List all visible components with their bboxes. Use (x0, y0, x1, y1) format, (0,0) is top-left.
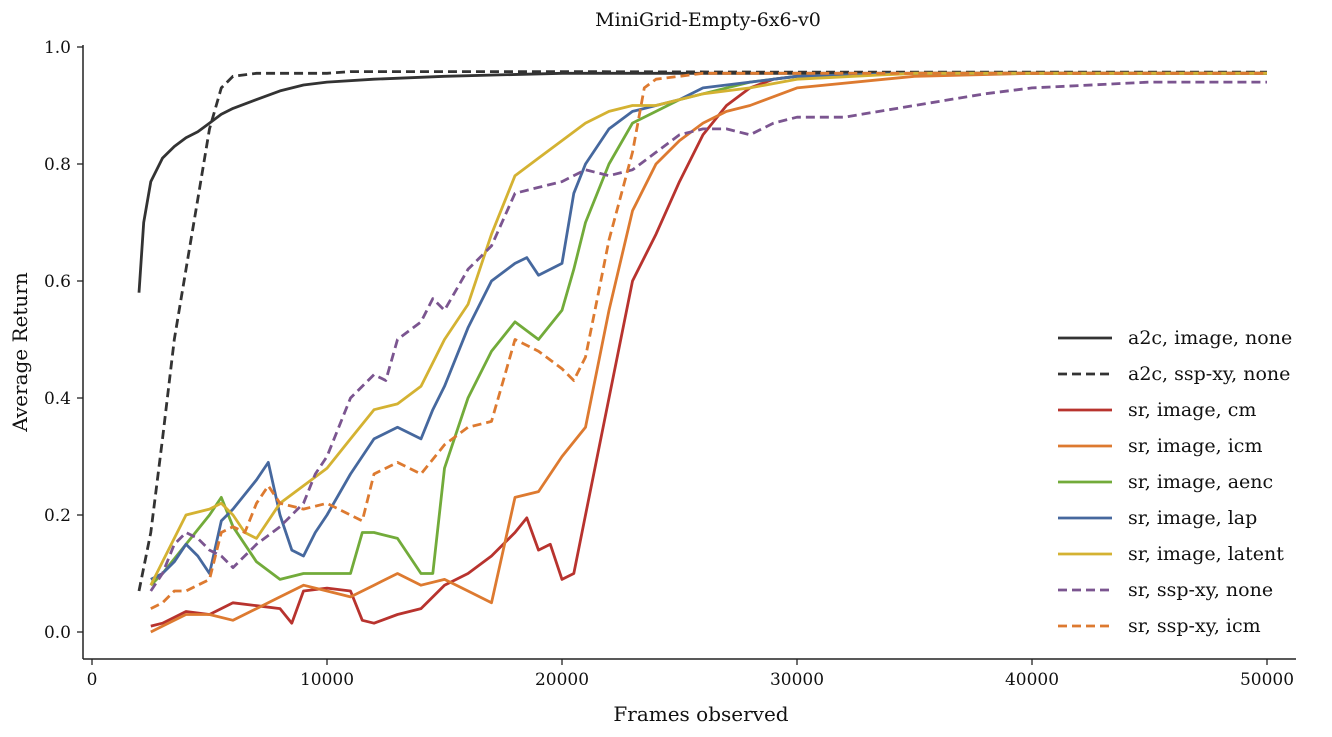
x-axis-title: Frames observed (613, 702, 788, 726)
y-tick-label: 0.2 (44, 506, 71, 526)
x-ticks: 0 10000 20000 30000 40000 50000 (87, 659, 1294, 690)
series-line-3 (150, 71, 1267, 634)
series-line-7 (149, 80, 1267, 592)
legend-label: a2c, image, none (1128, 327, 1292, 349)
legend-label: sr, image, aenc (1128, 471, 1273, 493)
legend: a2c, image, none a2c, ssp-xy, none sr, ima… (1058, 327, 1292, 637)
y-tick-label: 0.8 (44, 155, 71, 175)
series-layer (137, 70, 1267, 634)
series-line-1 (137, 70, 1267, 592)
x-tick-label: 0 (87, 670, 98, 690)
legend-label: sr, image, cm (1128, 399, 1256, 421)
series-line-4 (149, 71, 1267, 587)
chart-title: MiniGrid-Empty-6x6-v0 (595, 9, 821, 31)
y-axis-title: Average Return (8, 272, 32, 433)
legend-label: a2c, ssp-xy, none (1128, 363, 1290, 385)
series-line-0 (137, 71, 1267, 293)
y-tick-label: 1.0 (44, 38, 71, 58)
legend-label: sr, image, icm (1128, 435, 1262, 457)
legend-label: sr, ssp-xy, icm (1128, 615, 1261, 637)
series-line-6 (149, 71, 1267, 586)
legend-label: sr, ssp-xy, none (1128, 579, 1273, 601)
x-tick-label: 50000 (1240, 670, 1294, 690)
x-tick-label: 20000 (535, 670, 589, 690)
y-tick-label: 0.6 (44, 272, 71, 292)
x-tick-label: 40000 (1005, 670, 1059, 690)
legend-label: sr, image, latent (1128, 543, 1284, 565)
x-tick-label: 10000 (300, 670, 354, 690)
series-line-8 (150, 71, 1267, 610)
series-line-5 (150, 71, 1267, 581)
series-line-2 (150, 71, 1267, 628)
x-tick-label: 30000 (770, 670, 824, 690)
axes (82, 45, 1296, 660)
y-ticks: 0.0 0.2 0.4 0.6 0.8 1.0 (44, 38, 83, 643)
y-tick-label: 0.0 (44, 623, 71, 643)
y-tick-label: 0.4 (44, 389, 71, 409)
legend-label: sr, image, lap (1128, 507, 1257, 529)
